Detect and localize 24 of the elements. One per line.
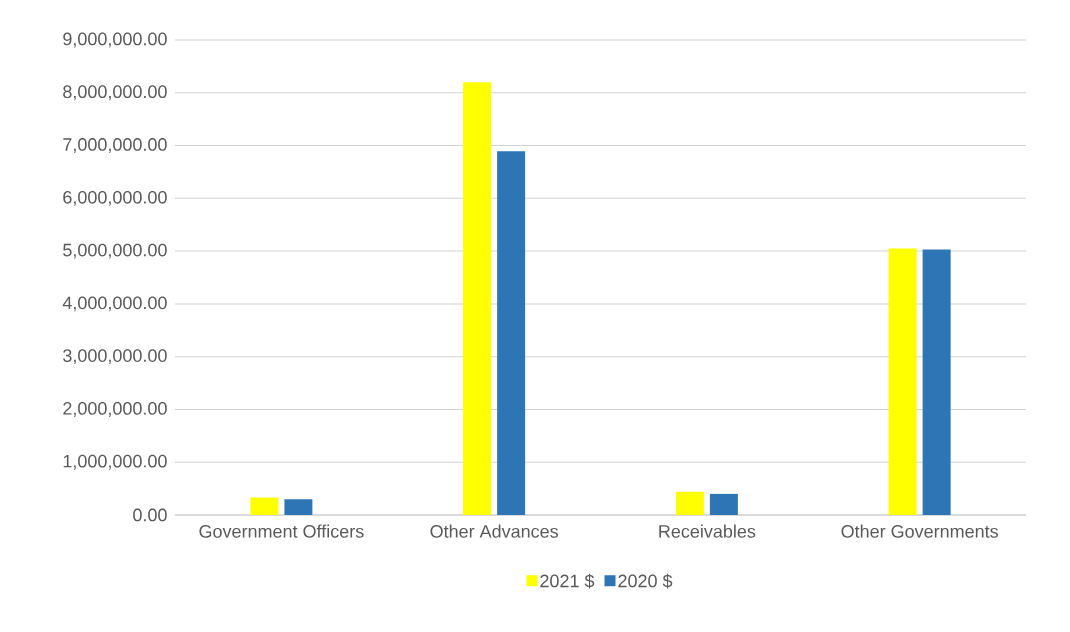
x-tick-label: Other Advances: [430, 524, 558, 538]
y-tick-label: 5,000,000.00: [63, 243, 167, 259]
y-tick-label: 2,000,000.00: [63, 402, 167, 417]
y-tick-label: 8,000,000.00: [63, 85, 167, 101]
bar: [709, 493, 738, 515]
bar: [463, 82, 492, 515]
bar: [922, 249, 951, 515]
bar: [888, 248, 917, 515]
x-tick-label: Government Officers: [199, 524, 364, 538]
y-tick-label: 6,000,000.00: [63, 190, 167, 206]
bar: [284, 499, 313, 515]
bar: [497, 151, 526, 515]
x-tick-label: Receivables: [659, 524, 756, 538]
y-tick-label: 0.00: [133, 508, 167, 522]
y-tick-label: 9,000,000.00: [63, 32, 167, 48]
x-tick-label: Other Governments: [841, 524, 998, 538]
legend-label: 2021 $: [540, 573, 595, 589]
bar: [675, 491, 704, 515]
bar: [250, 497, 279, 515]
y-tick-label: 7,000,000.00: [63, 138, 167, 153]
legend-label: 2020 $: [618, 573, 673, 589]
y-tick-label: 3,000,000.00: [63, 349, 167, 365]
y-tick-label: 1,000,000.00: [63, 454, 167, 470]
y-tick-label: 4,000,000.00: [62, 296, 167, 312]
